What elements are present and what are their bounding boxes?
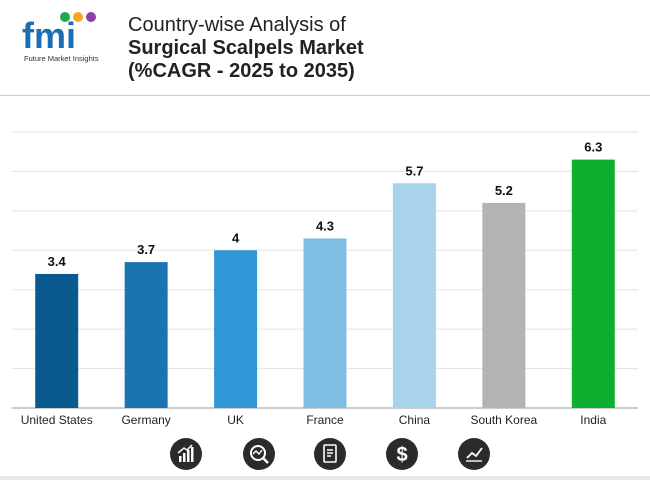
bar-chart: 3.4 3.7 4 4.3 5.7 5.2 6.3 United States Germany… — [0, 96, 650, 436]
bars — [35, 159, 615, 408]
bar-france — [303, 238, 347, 408]
x-tick-label: France — [306, 413, 344, 427]
x-tick-label: India — [580, 413, 606, 427]
value-label: 5.2 — [495, 183, 513, 198]
footer-icons: $ — [0, 432, 650, 480]
title-line-3: (%CAGR - 2025 to 2035) — [128, 60, 355, 82]
value-label: 4.3 — [316, 218, 334, 233]
bar-india — [571, 159, 615, 408]
value-label: 4 — [232, 230, 240, 245]
logo-tagline: Future Market Insights — [24, 54, 99, 63]
fmi-logo-graphic: fmi Future Market Insights — [22, 12, 99, 63]
growth-chart-icon — [170, 438, 202, 470]
x-tick-label: China — [399, 413, 431, 427]
title-line-2: Surgical Scalpels Market — [128, 37, 364, 59]
logo-dot-purple — [86, 12, 96, 22]
x-tick-labels: United States Germany UK France China South K… — [21, 413, 607, 427]
trend-line-icon — [458, 438, 490, 470]
chart-title: Country-wise Analysis of Surgical Scalpe… — [128, 14, 364, 83]
bar-south-korea — [482, 202, 526, 408]
dollar-icon: $ — [386, 438, 418, 470]
header: fmi Future Market Insights Country-wise … — [0, 0, 650, 95]
svg-text:$: $ — [396, 444, 407, 466]
report-document-icon — [314, 438, 346, 470]
bar-uk — [214, 250, 258, 408]
x-tick-label: South Korea — [470, 413, 537, 427]
footer-divider — [0, 476, 650, 480]
logo-dot-green — [60, 12, 70, 22]
value-label: 3.4 — [48, 254, 67, 269]
bar-china — [392, 183, 436, 408]
bar-united-states — [35, 273, 79, 408]
analysis-magnifier-icon — [243, 438, 275, 470]
bar-chart-svg: 3.4 3.7 4 4.3 5.7 5.2 6.3 United States Germany… — [12, 131, 638, 427]
logo-letters: fmi — [22, 15, 76, 56]
value-label: 5.7 — [405, 163, 423, 178]
value-labels: 3.4 3.7 4 4.3 5.7 5.2 6.3 — [48, 140, 603, 269]
x-tick-label: United States — [21, 413, 93, 427]
x-tick-label: Germany — [121, 413, 170, 427]
value-label: 6.3 — [584, 140, 602, 155]
x-tick-label: UK — [227, 413, 244, 427]
header-divider — [0, 95, 650, 96]
fmi-logo: fmi Future Market Insights — [22, 10, 112, 70]
bar-germany — [124, 262, 168, 408]
title-line-1: Country-wise Analysis of — [128, 14, 346, 36]
value-label: 3.7 — [137, 242, 155, 257]
logo-dot-orange — [73, 12, 83, 22]
